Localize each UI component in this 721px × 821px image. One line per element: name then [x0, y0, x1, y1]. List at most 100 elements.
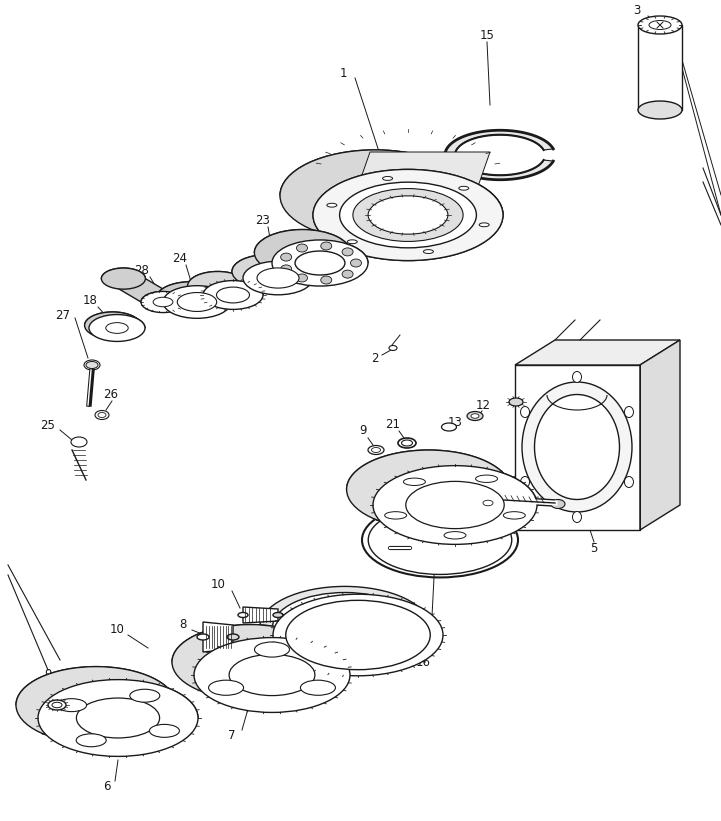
Text: 9: 9	[44, 667, 52, 681]
Ellipse shape	[385, 511, 407, 519]
Ellipse shape	[368, 446, 384, 455]
Ellipse shape	[260, 586, 430, 668]
Ellipse shape	[373, 466, 537, 544]
Ellipse shape	[286, 600, 430, 670]
Ellipse shape	[350, 259, 361, 267]
Ellipse shape	[551, 499, 565, 508]
Ellipse shape	[76, 698, 159, 738]
Ellipse shape	[106, 323, 128, 333]
Ellipse shape	[389, 346, 397, 351]
Polygon shape	[187, 272, 263, 295]
Text: 18: 18	[83, 293, 97, 306]
Ellipse shape	[76, 734, 106, 747]
Ellipse shape	[84, 360, 100, 370]
Ellipse shape	[368, 196, 448, 234]
Ellipse shape	[95, 410, 109, 420]
Text: 16: 16	[415, 655, 430, 668]
Ellipse shape	[624, 476, 634, 488]
Ellipse shape	[280, 265, 292, 273]
Ellipse shape	[172, 625, 328, 699]
Ellipse shape	[52, 702, 62, 708]
Text: 21: 21	[386, 418, 400, 430]
Ellipse shape	[624, 406, 634, 418]
Ellipse shape	[280, 253, 292, 261]
Text: 6: 6	[103, 781, 111, 794]
Ellipse shape	[342, 270, 353, 278]
Ellipse shape	[398, 438, 416, 448]
Ellipse shape	[459, 186, 469, 190]
Ellipse shape	[368, 506, 512, 575]
Text: 11: 11	[531, 480, 546, 493]
Text: 17: 17	[203, 270, 218, 283]
Ellipse shape	[301, 680, 335, 695]
Ellipse shape	[423, 250, 433, 254]
Ellipse shape	[342, 248, 353, 256]
Text: 12: 12	[476, 398, 490, 411]
Ellipse shape	[295, 251, 345, 275]
Ellipse shape	[348, 240, 357, 244]
Ellipse shape	[227, 634, 239, 640]
Text: 3: 3	[633, 3, 641, 16]
Ellipse shape	[257, 268, 299, 288]
Polygon shape	[347, 450, 537, 505]
Ellipse shape	[509, 398, 523, 406]
Ellipse shape	[194, 638, 350, 713]
Ellipse shape	[572, 371, 582, 383]
Polygon shape	[255, 230, 368, 263]
Ellipse shape	[383, 177, 393, 181]
Text: 10: 10	[110, 622, 125, 635]
Ellipse shape	[273, 612, 283, 617]
Text: 26: 26	[104, 388, 118, 401]
Ellipse shape	[130, 690, 160, 702]
Ellipse shape	[203, 281, 263, 310]
Ellipse shape	[296, 274, 307, 282]
Polygon shape	[232, 255, 313, 278]
Ellipse shape	[296, 244, 307, 252]
Ellipse shape	[187, 272, 247, 300]
Polygon shape	[172, 625, 350, 675]
Text: 8: 8	[180, 617, 187, 631]
Ellipse shape	[232, 255, 302, 288]
Ellipse shape	[273, 593, 417, 662]
Text: 7: 7	[229, 728, 236, 741]
Text: 1: 1	[340, 67, 347, 80]
Ellipse shape	[313, 169, 503, 260]
Ellipse shape	[208, 680, 244, 695]
Ellipse shape	[71, 437, 87, 447]
Ellipse shape	[255, 230, 350, 276]
Polygon shape	[156, 282, 231, 302]
Ellipse shape	[272, 240, 368, 286]
Text: 19: 19	[317, 186, 332, 199]
Ellipse shape	[153, 297, 173, 307]
Ellipse shape	[534, 395, 619, 499]
Polygon shape	[640, 340, 680, 530]
Polygon shape	[638, 25, 682, 110]
Text: 22: 22	[472, 458, 487, 471]
Ellipse shape	[402, 440, 412, 446]
Ellipse shape	[102, 268, 146, 289]
Ellipse shape	[238, 612, 248, 617]
Text: 14: 14	[311, 690, 325, 704]
Text: 27: 27	[56, 309, 71, 322]
Ellipse shape	[255, 642, 290, 657]
Ellipse shape	[273, 594, 443, 676]
Ellipse shape	[638, 101, 682, 119]
Ellipse shape	[340, 182, 477, 248]
Polygon shape	[243, 607, 278, 623]
Ellipse shape	[156, 282, 224, 314]
Ellipse shape	[649, 21, 671, 30]
Ellipse shape	[177, 292, 217, 311]
Ellipse shape	[243, 261, 313, 295]
Text: 13: 13	[448, 415, 462, 429]
Text: 23: 23	[255, 213, 270, 227]
Ellipse shape	[638, 16, 682, 34]
Text: 24: 24	[172, 251, 187, 264]
Ellipse shape	[327, 204, 337, 207]
Ellipse shape	[353, 189, 463, 241]
Polygon shape	[515, 340, 680, 365]
Ellipse shape	[216, 287, 249, 303]
Ellipse shape	[503, 511, 526, 519]
Ellipse shape	[84, 312, 141, 339]
Ellipse shape	[483, 500, 493, 506]
Ellipse shape	[56, 699, 87, 712]
